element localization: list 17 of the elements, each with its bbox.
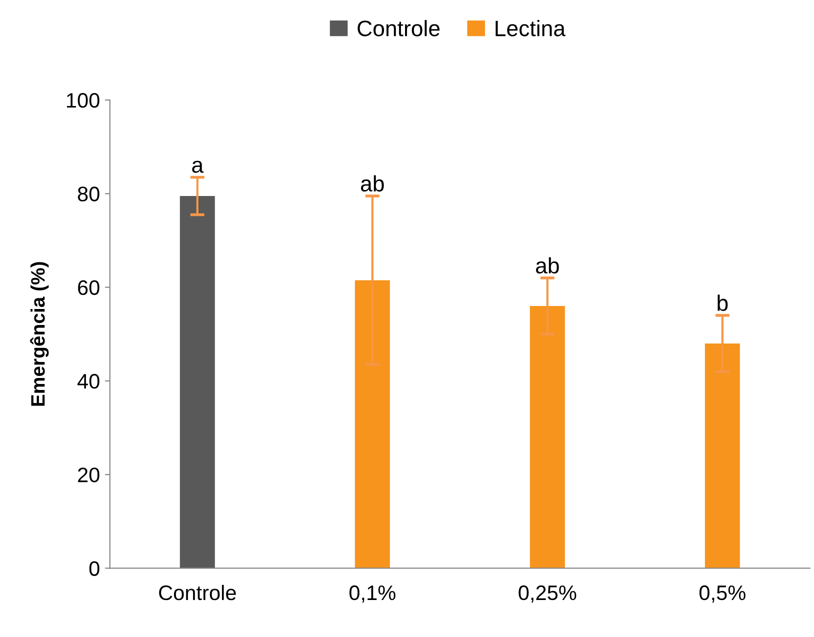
annotation: ab [536,257,559,274]
annotation: b [718,294,728,311]
y-axis-title: Emergência (%) [30,262,49,406]
annotation: a [192,160,204,173]
y-tick-label: 60 [78,280,100,296]
y-tick-label: 20 [78,468,100,482]
x-tick-label: 0,5% [699,585,746,603]
x-tick-label: 0,25% [518,585,576,603]
y-tick-label: 80 [78,186,100,202]
y-tick-label: 100 [67,93,100,108]
legend-label: Controle [358,20,440,36]
y-tick-label: 40 [77,374,100,389]
x-tick-label: Controle [159,584,236,600]
legend-label: Lectina [496,20,566,36]
x-tick-label: 0,1% [349,585,396,603]
annotation: ab [360,175,384,192]
y-tick-label: 0 [89,561,100,576]
